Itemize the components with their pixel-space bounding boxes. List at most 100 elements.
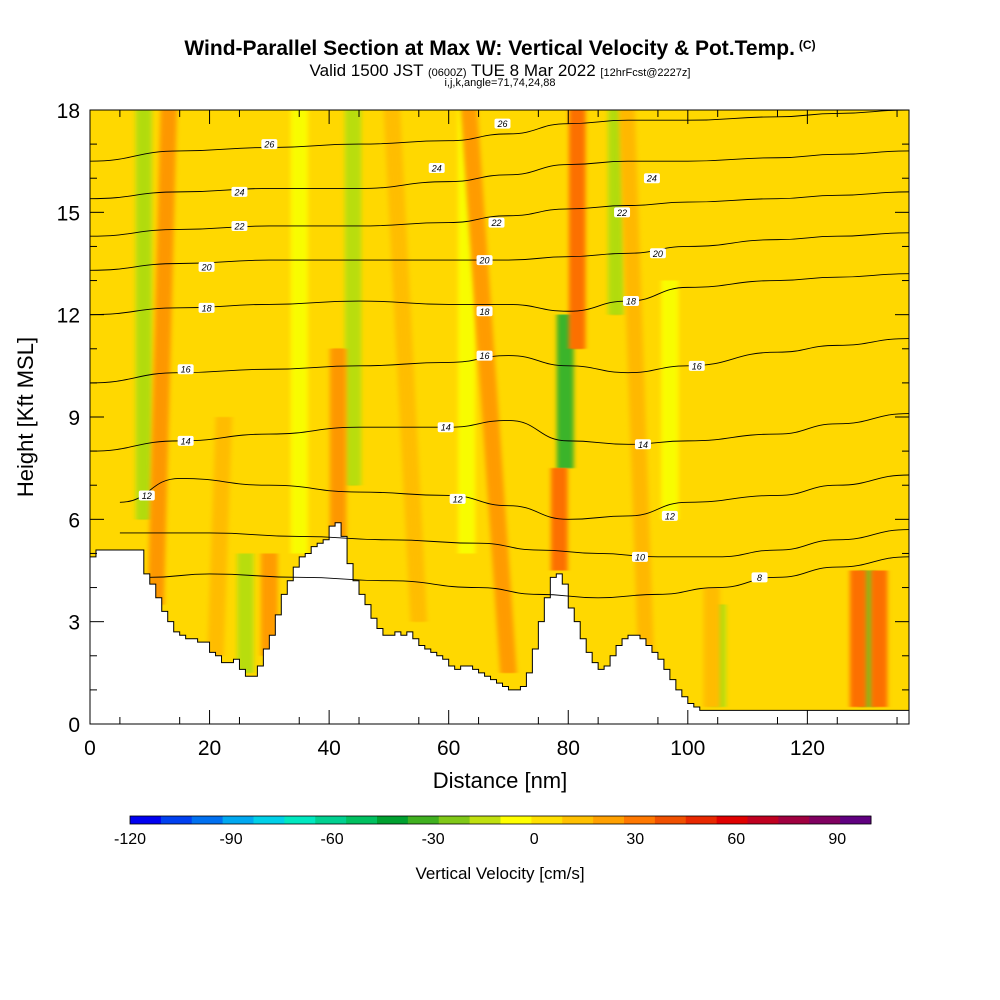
isentrope-18 [90, 273, 909, 316]
contour-label-9: 14 [437, 422, 454, 433]
colorbar-swatch [778, 816, 810, 824]
contour-label-23: 24 [643, 173, 660, 184]
velocity-field [90, 110, 909, 724]
downdraft-2 [290, 110, 308, 554]
contour-label-1: 14 [177, 435, 194, 446]
downdraft-5 [556, 314, 574, 469]
contour-label-bg [198, 261, 215, 272]
downdraft-3-band [344, 110, 362, 486]
updraft-3 [329, 348, 347, 537]
updraft-11 [870, 570, 888, 707]
contour-label-19: 16 [688, 360, 705, 371]
contour-label-bg [649, 248, 666, 259]
colorbar-swatch [346, 816, 378, 824]
contour-label-text: 16 [181, 365, 191, 375]
contour-label-bg [437, 422, 454, 433]
colorbar-swatch [160, 816, 193, 824]
contour-label-text: 26 [263, 140, 274, 150]
colorbar-swatch [377, 816, 409, 824]
colorbar-swatch [191, 816, 224, 824]
colorbar-tick-label: -60 [321, 831, 344, 848]
updraft-1 [206, 417, 233, 656]
contour-label-6: 24 [231, 186, 248, 197]
contour-label-bg [231, 220, 248, 231]
contour-label-text: 24 [233, 187, 244, 197]
contour-label-text: 10 [635, 552, 645, 562]
contour-label-text: 20 [479, 256, 490, 266]
contour-label-text: 12 [665, 511, 675, 521]
downdraft-3 [344, 110, 362, 486]
colorbar-tick-label: -120 [114, 831, 146, 848]
downdraft-1-band [236, 553, 255, 673]
chart-subtitle-indices: i,j,k,angle=71,74,24,88 [444, 77, 556, 89]
contour-label-11: 18 [476, 306, 493, 317]
contour-label-24: 8 [751, 572, 768, 583]
y-tick-label: 15 [57, 202, 80, 225]
colorbar-tick-label: 0 [530, 831, 539, 848]
colorbar-tick-label: 90 [828, 831, 846, 848]
downdraft-2-band [290, 110, 308, 554]
contour-label-text: 18 [480, 307, 490, 317]
subtitle-zulu: (0600Z) [428, 67, 467, 79]
contour-label-text: 24 [646, 174, 657, 184]
contour-label-text: 16 [692, 361, 702, 371]
contour-label-bg [476, 350, 493, 361]
x-tick-label: 100 [670, 737, 705, 760]
contour-label-text: 20 [201, 262, 212, 272]
updraft-7-band [568, 110, 586, 349]
contour-label-bg [494, 118, 511, 129]
updraft-8-band [618, 110, 655, 656]
contour-label-bg [177, 364, 194, 375]
downdraft-0 [135, 110, 153, 520]
colorbar-swatch [284, 816, 316, 824]
updraft-6 [550, 468, 568, 571]
colorbar-swatch [809, 816, 841, 824]
updraft-10-band [849, 570, 867, 707]
contour-label-5: 22 [231, 220, 248, 231]
colorbar: -120 -90 -60 -30 0 30 60 90 [114, 815, 872, 848]
contour-label-text: 26 [496, 119, 507, 129]
downdraft-5-band [556, 314, 574, 469]
updraft-4 [383, 110, 428, 622]
contour-label-bg [634, 439, 651, 450]
contour-label-bg [488, 217, 505, 228]
y-tick-label: 3 [68, 612, 80, 635]
colorbar-swatch [685, 816, 718, 824]
x-tick-label: 120 [790, 737, 825, 760]
updraft-4-band [383, 110, 428, 622]
colorbar-tick-label: -90 [219, 831, 242, 848]
contour-label-bg [661, 510, 678, 521]
x-tick-label: 40 [317, 737, 340, 760]
x-tick-label: 20 [198, 737, 221, 760]
isentrope-8 [149, 556, 909, 599]
contour-label-20: 18 [623, 296, 640, 307]
x-tick-label: 80 [557, 737, 580, 760]
updraft-1-band [206, 417, 233, 656]
contour-label-bg [751, 572, 768, 583]
contour-label-7: 26 [261, 139, 278, 150]
contour-label-18: 14 [634, 439, 651, 450]
y-tick-label: 18 [57, 100, 80, 123]
contour-label-13: 22 [488, 217, 505, 228]
colorbar-swatch [840, 816, 872, 824]
colorbar-swatch [253, 816, 285, 824]
contour-label-text: 14 [441, 423, 451, 433]
isentrope-10 [119, 529, 909, 558]
terrain-mask [90, 522, 909, 724]
updraft-0-band [147, 110, 178, 605]
updraft-2 [260, 553, 278, 656]
x-tick-label: 0 [84, 737, 96, 760]
contour-label-bg [428, 162, 445, 173]
contour-label-16: 10 [631, 551, 648, 562]
downdraft-0-band [135, 110, 153, 520]
isentrope-16 [90, 338, 909, 384]
contour-label-bg [688, 360, 705, 371]
subtitle-forecast: [12hrFcst@2227z] [600, 67, 691, 79]
downdraft-7-band [661, 280, 679, 520]
colorbar-swatch [562, 816, 594, 824]
contour-label-3: 18 [198, 302, 215, 313]
contour-label-14: 24 [428, 162, 445, 173]
contour-label-bg [138, 490, 155, 501]
colorbar-tick-label: 60 [727, 831, 745, 848]
